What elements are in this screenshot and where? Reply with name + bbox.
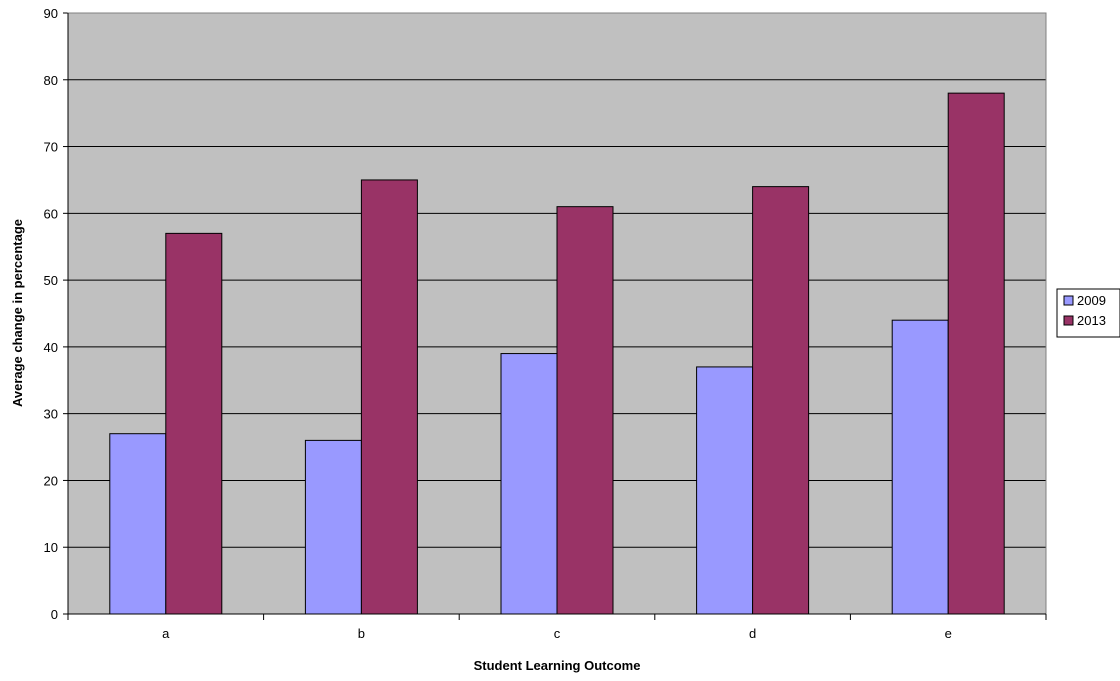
bar-2013-b (360, 179, 418, 615)
y-tick-label: 0 (51, 607, 58, 622)
y-tick-label: 50 (44, 273, 58, 288)
bar-2009-d (696, 366, 754, 615)
legend-label-2009: 2009 (1077, 293, 1106, 308)
x-tick-label: e (945, 626, 952, 641)
legend-swatch-2013 (1063, 315, 1074, 326)
legend-label-2013: 2013 (1077, 313, 1106, 328)
bar-2009-e (891, 319, 949, 615)
x-tick-labels: a b c d e (162, 626, 952, 641)
y-tick-label: 90 (44, 6, 58, 21)
bar-2009-a (109, 433, 167, 615)
x-tick-label: c (554, 626, 561, 641)
bars (109, 92, 1005, 615)
legend-swatch-2009 (1063, 295, 1074, 306)
axes (63, 12, 1047, 620)
x-tick-label: d (749, 626, 756, 641)
bar-2009-b (304, 439, 362, 615)
bar-2009-c (500, 353, 558, 615)
y-tick-label: 30 (44, 407, 58, 422)
bar-2013-e (947, 92, 1005, 615)
x-axis-title: Student Learning Outcome (474, 658, 641, 673)
x-tick-label: a (162, 626, 170, 641)
y-tick-label: 20 (44, 473, 58, 488)
legend: 2009 2013 (1056, 288, 1120, 338)
bar-2013-d (752, 186, 810, 615)
y-tick-labels: 0 10 20 30 40 50 60 70 80 90 (44, 6, 58, 622)
bar-2013-c (556, 206, 614, 615)
y-axis-title: Average change in percentage (10, 219, 25, 407)
y-tick-label: 70 (44, 140, 58, 155)
y-tick-label: 80 (44, 73, 58, 88)
y-tick-label: 10 (44, 540, 58, 555)
y-tick-label: 60 (44, 206, 58, 221)
y-tick-label: 40 (44, 340, 58, 355)
x-tick-label: b (358, 626, 365, 641)
bar-2013-a (165, 232, 223, 615)
